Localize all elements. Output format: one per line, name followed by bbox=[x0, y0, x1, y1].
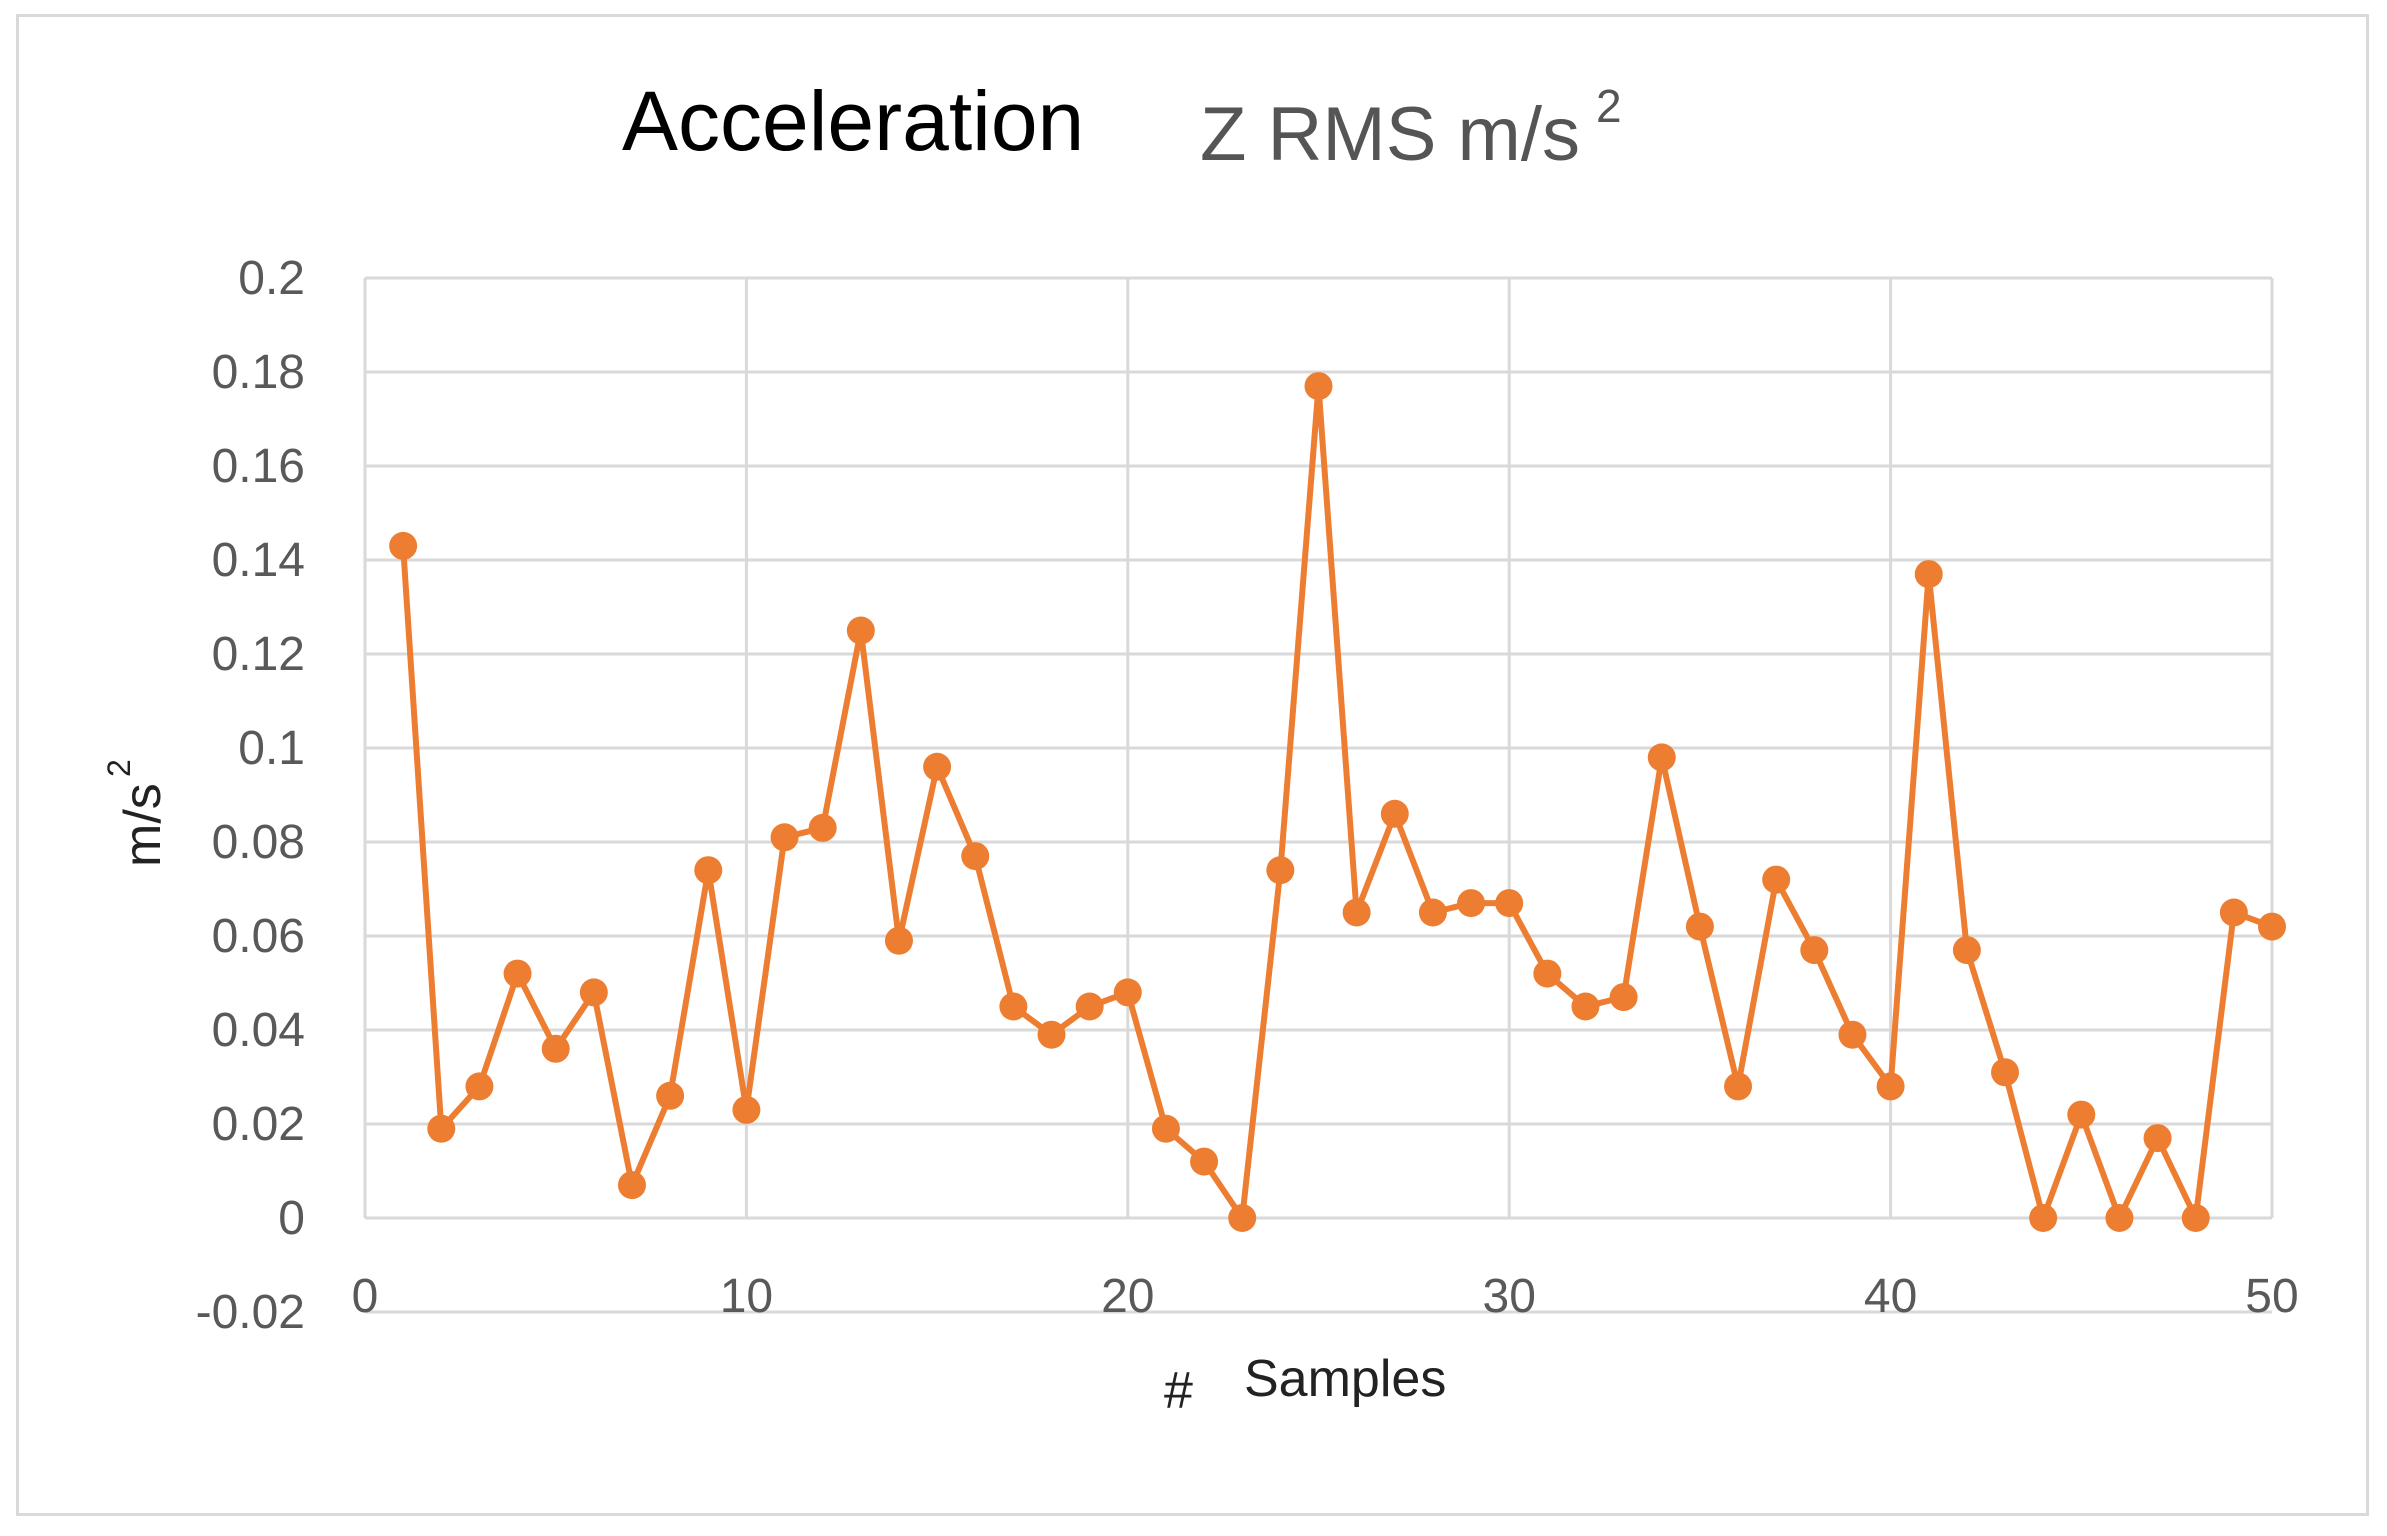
data-point bbox=[1838, 1020, 1867, 1049]
y-tick-label: 0.18 bbox=[212, 346, 305, 399]
data-point bbox=[389, 531, 418, 560]
y-tick-label: 0.06 bbox=[212, 910, 305, 963]
y-tick-label: 0 bbox=[278, 1192, 305, 1245]
x-tick-labels: 0 10 20 30 40 50 bbox=[352, 1270, 2299, 1323]
y-axis-label-superscript: 2 bbox=[101, 759, 137, 777]
y-tick-label: 0.02 bbox=[212, 1098, 305, 1151]
series-line bbox=[400, 383, 2274, 1221]
data-point bbox=[2143, 1124, 2172, 1153]
x-tick-label: 0 bbox=[352, 1270, 379, 1323]
data-point bbox=[1533, 959, 1562, 988]
y-tick-label: 0.16 bbox=[212, 440, 305, 493]
data-point bbox=[1914, 560, 1943, 589]
y-tick-label: -0.02 bbox=[196, 1286, 305, 1339]
data-point bbox=[2105, 1204, 2134, 1232]
data-point bbox=[1342, 898, 1371, 927]
x-axis-label: Samples bbox=[1244, 1350, 1446, 1408]
data-point bbox=[2029, 1204, 2058, 1232]
data-point bbox=[1457, 889, 1486, 918]
y-tick-label: 0.12 bbox=[212, 628, 305, 681]
data-point bbox=[884, 926, 913, 955]
series-polyline bbox=[400, 383, 2274, 1221]
x-tick-label: 40 bbox=[1864, 1270, 1917, 1323]
data-point bbox=[1571, 992, 1600, 1021]
data-point bbox=[808, 813, 837, 842]
data-point bbox=[2067, 1100, 2096, 1129]
data-point bbox=[656, 1081, 685, 1110]
data-point bbox=[1685, 912, 1714, 941]
chart-subtitle: Z RMS m/s bbox=[1200, 92, 1580, 177]
y-tick-label: 0.14 bbox=[212, 534, 305, 587]
series-points bbox=[389, 372, 2286, 1232]
data-point bbox=[2258, 912, 2286, 941]
data-point bbox=[465, 1072, 494, 1101]
data-point bbox=[1151, 1114, 1180, 1143]
data-point bbox=[2181, 1204, 2210, 1232]
data-point bbox=[1037, 1020, 1066, 1049]
data-point bbox=[2219, 898, 2248, 927]
data-point bbox=[1113, 978, 1142, 1007]
data-point bbox=[1304, 372, 1333, 401]
y-tick-labels: -0.02 0 0.02 0.04 0.06 0.08 0.1 0.12 0.14 0.16 0.1… bbox=[196, 252, 305, 1339]
data-point bbox=[503, 959, 532, 988]
data-point bbox=[732, 1095, 761, 1124]
data-point bbox=[1991, 1058, 2020, 1087]
chart-frame bbox=[16, 14, 2369, 1516]
data-point bbox=[1228, 1204, 1257, 1232]
data-point bbox=[846, 616, 875, 645]
gridlines bbox=[363, 276, 2274, 1314]
y-axis-label: m/s bbox=[114, 783, 172, 867]
y-tick-label: 0.04 bbox=[212, 1004, 305, 1057]
data-point bbox=[1495, 889, 1524, 918]
data-point bbox=[1075, 992, 1104, 1021]
data-point bbox=[1266, 856, 1295, 885]
data-point bbox=[1762, 865, 1791, 894]
y-tick-label: 0.08 bbox=[212, 816, 305, 869]
y-tick-label: 0.2 bbox=[238, 252, 305, 305]
chart-title: Acceleration bbox=[622, 74, 1084, 168]
data-point bbox=[999, 992, 1028, 1021]
data-point bbox=[923, 752, 952, 781]
data-point bbox=[579, 978, 608, 1007]
data-point bbox=[961, 842, 990, 871]
x-tick-label: 50 bbox=[2245, 1270, 2298, 1323]
y-axis-label-group: m/s 2 bbox=[101, 759, 172, 867]
data-point bbox=[1724, 1072, 1753, 1101]
data-point bbox=[617, 1171, 646, 1200]
chart-subtitle-superscript: 2 bbox=[1596, 80, 1622, 132]
data-point bbox=[1609, 983, 1638, 1012]
x-tick-label: 10 bbox=[720, 1270, 773, 1323]
data-point bbox=[1418, 898, 1447, 927]
data-point bbox=[1876, 1072, 1905, 1101]
x-tick-label: 20 bbox=[1101, 1270, 1154, 1323]
data-point bbox=[1380, 799, 1409, 828]
data-point bbox=[427, 1114, 456, 1143]
y-tick-label: 0.1 bbox=[238, 722, 305, 775]
data-point bbox=[1647, 743, 1676, 772]
data-point bbox=[541, 1034, 570, 1063]
data-point bbox=[1952, 936, 1981, 965]
data-point bbox=[770, 823, 799, 852]
x-tick-label: 30 bbox=[1483, 1270, 1536, 1323]
x-axis-symbol: # bbox=[1164, 1362, 1193, 1420]
data-point bbox=[1190, 1147, 1219, 1176]
data-point bbox=[694, 856, 723, 885]
data-point bbox=[1800, 936, 1829, 965]
